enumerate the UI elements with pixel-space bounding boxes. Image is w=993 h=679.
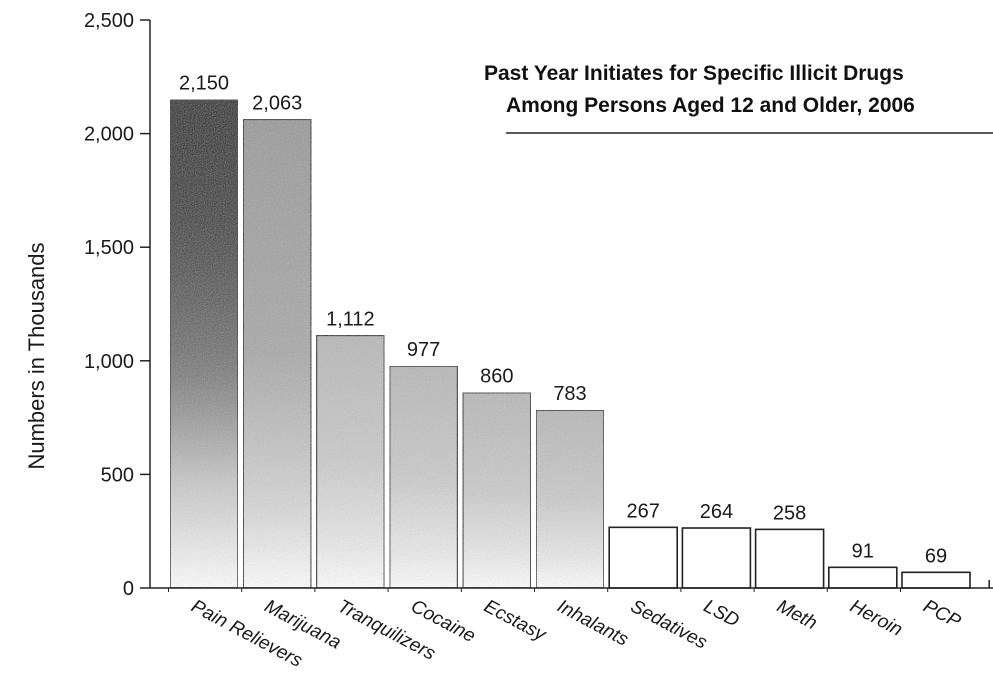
bar-marijuana <box>242 118 312 589</box>
data-label: 258 <box>773 502 806 524</box>
x-tick-label: Sedatives <box>627 596 711 654</box>
y-tick-label: 1,000 <box>84 351 134 373</box>
data-label: 977 <box>407 339 440 361</box>
x-tick-label: Meth <box>773 596 820 634</box>
bar-ecstasy <box>461 391 532 589</box>
x-tick-label: PCP <box>920 596 965 633</box>
bar-series: 2,150 2,063 1,112 977 860 783 267 264 258 91 69 <box>169 73 971 589</box>
data-label: 783 <box>553 383 586 405</box>
y-tick-label: 0 <box>123 578 134 600</box>
x-tick-label: Heroin <box>846 596 905 641</box>
y-axis: 0 500 1,000 1,500 2,000 2,500 <box>84 10 151 600</box>
bar-meth <box>754 528 825 589</box>
bar-tranquilizers <box>315 334 386 589</box>
x-tick-label: Inhalants <box>554 596 632 651</box>
data-label: 2,063 <box>252 92 302 114</box>
bar-cocaine <box>388 365 459 589</box>
bar-inhalants <box>535 409 605 589</box>
data-label: 69 <box>925 545 947 567</box>
data-label: 91 <box>852 540 874 562</box>
chart-title: Past Year Initiates for Specific Illicit… <box>484 62 993 134</box>
bar-sedatives <box>608 526 679 589</box>
chart-title-line-2: Among Persons Aged 12 and Older, 2006 <box>506 94 915 117</box>
x-tick-label: LSD <box>700 596 743 632</box>
bar-pcp <box>901 571 971 589</box>
data-label: 1,112 <box>326 308 375 330</box>
bar-pain-relievers <box>169 98 239 589</box>
y-tick-label: 500 <box>101 464 134 486</box>
data-label: 267 <box>627 500 660 522</box>
y-tick-label: 2,500 <box>84 10 134 32</box>
data-label: 2,150 <box>179 73 229 95</box>
y-tick-label: 2,000 <box>84 124 134 146</box>
bar-lsd <box>681 527 752 589</box>
data-label: 264 <box>700 501 733 523</box>
x-axis: Pain RelieversMarijuanaTranquilizersCoca… <box>150 580 993 672</box>
data-label: 860 <box>480 366 513 388</box>
x-tick-label: Ecstasy <box>480 596 550 646</box>
y-axis-label: Numbers in Thousands <box>24 242 49 469</box>
y-tick-label: 1,500 <box>84 237 134 259</box>
chart-title-line-1: Past Year Initiates for Specific Illicit… <box>484 62 904 85</box>
bar-heroin <box>827 566 898 589</box>
